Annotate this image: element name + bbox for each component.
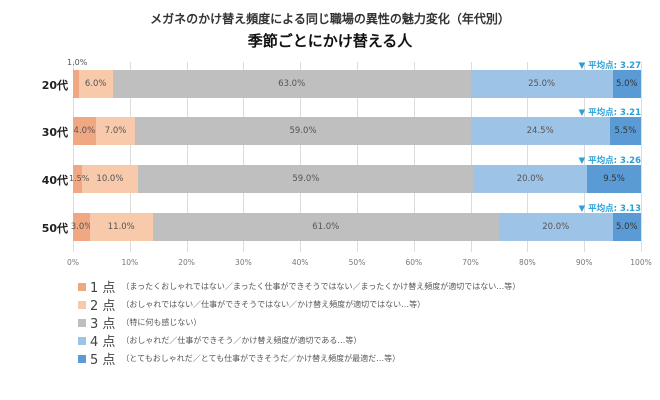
legend-item: 2 点 （おしゃれではない／仕事ができそうではない／かけ替え頻度が適切ではない…等… [78, 295, 425, 314]
gridline [357, 62, 358, 252]
bar-segment: 20.0% [473, 165, 588, 193]
bar-segment: 59.0% [138, 165, 474, 193]
category-label: 30代 [41, 126, 68, 139]
bar-segment: 4.0% [73, 117, 96, 145]
x-tick-label: 70% [462, 258, 479, 267]
legend-item: 4 点 （おしゃれだ／仕事ができそう／かけ替え頻度が適切である…等） [78, 331, 361, 350]
bar-segment: 63.0% [112, 70, 471, 98]
legend-label: 2 点 [90, 299, 116, 314]
bar-segment: 24.5% [470, 117, 610, 145]
bar-segment: 20.0% [498, 213, 613, 241]
data-label: 1.0% [67, 58, 88, 67]
bar-segment: 6.0% [78, 70, 113, 98]
legend-swatch [78, 300, 86, 309]
gridline [129, 62, 131, 252]
legend-swatch [78, 318, 86, 327]
legend-label: 4 点 [90, 335, 116, 350]
x-tick-label: 60% [405, 258, 423, 267]
legend-note: （おしゃれではない／仕事ができそうではない／かけ替え頻度が適切ではない…等） [121, 300, 426, 309]
x-tick-label: 30% [235, 258, 252, 267]
x-tick-label: 90% [575, 258, 593, 267]
plot-area: 1.0% 6.0% 63.0% 25.0% 5.0% ▼ 平均点: 3.27 4.0% 7.0… [67, 58, 642, 252]
bar-segment: 9.5% [587, 165, 641, 193]
legend-swatch [78, 282, 86, 291]
legend-label: 1 点 [90, 281, 116, 296]
bar-segment: 1.5% [69, 165, 89, 193]
category-label: 50代 [41, 222, 68, 235]
x-tick-label: 10% [121, 258, 139, 267]
category-label: 20代 [41, 79, 68, 92]
bar-segment: 59.0% [135, 117, 471, 145]
gridline [186, 62, 188, 252]
bar-segment: 7.0% [95, 117, 136, 145]
x-tick-label: 100% [630, 258, 652, 267]
bar-segment: 10.0% [81, 165, 139, 193]
bar-segment: 11.0% [90, 213, 153, 241]
bar-segment: 5.5% [609, 117, 641, 145]
bar-segment: 1.0% [67, 58, 87, 98]
gridline [641, 62, 642, 252]
legend-item: 1 点 （まったくおしゃれではない／まったく仕事ができそうではない／まったくかけ替… [78, 277, 520, 296]
legend-label: 5 点 [90, 353, 116, 368]
x-tick-label: 40% [291, 258, 309, 267]
gridline [73, 62, 74, 252]
legend-item: 3 点 （特に何も感じない） [78, 313, 201, 332]
legend-label: 3 点 [90, 317, 116, 332]
gridline [243, 62, 245, 252]
x-tick-label: 80% [519, 258, 536, 267]
gridline [413, 62, 415, 252]
gridline [470, 62, 472, 252]
stacked-bar: 1.5% 10.0% 59.0% 20.0% 9.5% [69, 165, 641, 193]
chart-subtitle: 季節ごとにかけ替える人 [247, 32, 413, 50]
legend-swatch [78, 336, 86, 345]
legend-item: 5 点 （とてもおしゃれだ／とても仕事ができそうだ／かけ替え頻度が最適だ…等） [78, 349, 400, 368]
average-score-annotation: ▼ 平均点: 3.27 [578, 61, 641, 71]
bar-segment: 3.0% [71, 213, 92, 241]
legend-note: （おしゃれだ／仕事ができそう／かけ替え頻度が適切である…等） [121, 336, 362, 345]
bar-segment: 5.0% [612, 213, 641, 241]
gridline [527, 62, 529, 252]
average-score-annotation: ▼ 平均点: 3.26 [578, 156, 641, 166]
average-score-annotation: ▼ 平均点: 3.21 [578, 108, 641, 118]
bar-segment: 61.0% [152, 213, 499, 241]
category-label: 40代 [41, 174, 68, 187]
legend-note: （特に何も感じない） [121, 318, 202, 327]
bar-segment: 25.0% [470, 70, 613, 98]
legend-swatch [78, 354, 86, 363]
x-tick-label: 0% [67, 258, 79, 267]
chart-title: メガネのかけ替え頻度による同じ職場の異性の魅力変化（年代別） [150, 12, 510, 26]
gridline [300, 62, 302, 252]
stacked-bar: 1.0% 6.0% 63.0% 25.0% 5.0% [67, 58, 641, 98]
stacked-bar: 3.0% 11.0% 61.0% 20.0% 5.0% [71, 213, 641, 241]
x-tick-label: 50% [348, 258, 366, 267]
data-label: 1.5% [69, 174, 90, 183]
stacked-bar: 4.0% 7.0% 59.0% 24.5% 5.5% [73, 117, 641, 145]
bar-segment: 5.0% [612, 70, 641, 98]
average-score-annotation: ▼ 平均点: 3.13 [578, 204, 641, 214]
x-tick-label: 20% [178, 258, 195, 267]
gridline [584, 62, 586, 252]
legend-note: （まったくおしゃれではない／まったく仕事ができそうではない／まったくかけ替え頻度… [121, 282, 521, 291]
legend-note: （とてもおしゃれだ／とても仕事ができそうだ／かけ替え頻度が最適だ…等） [121, 354, 401, 363]
